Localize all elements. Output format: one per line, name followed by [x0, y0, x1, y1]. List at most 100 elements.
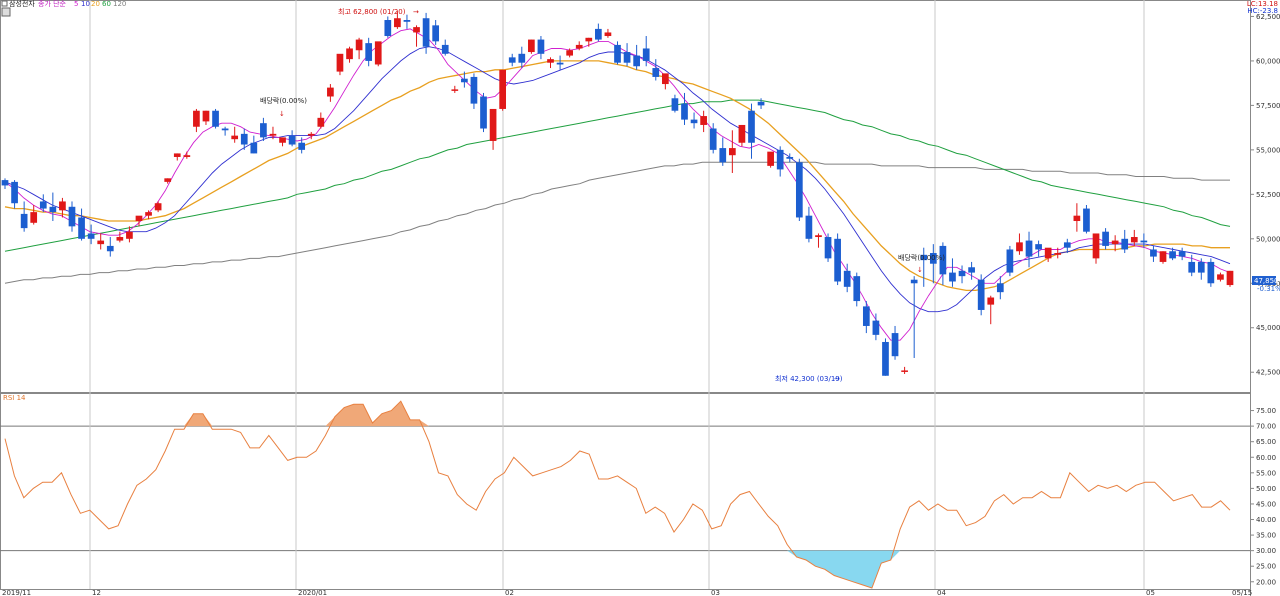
candle-body: [231, 135, 239, 140]
candle-body: [882, 341, 889, 376]
candle-body: [394, 18, 401, 28]
candle-body: [202, 110, 210, 122]
ex-dividend-arrow-icon: ↓: [917, 266, 923, 274]
high-annotation: 최고 62,800 (01/20): [338, 7, 406, 16]
date-label: 02: [505, 589, 514, 596]
rsi-tick-label: 50.00: [1256, 485, 1276, 493]
candle-body: [365, 43, 373, 61]
candle-body: [11, 181, 18, 204]
candle-body: [920, 254, 928, 261]
candle-body: [604, 32, 612, 37]
candle-body: [97, 240, 105, 245]
candle-body: [700, 116, 707, 125]
candle-body: [1102, 231, 1109, 246]
candle-body: [49, 206, 57, 213]
candle-body: [595, 28, 602, 40]
candle-body: [269, 133, 277, 136]
candle-body: [116, 237, 124, 241]
candle-body: [585, 37, 593, 42]
candle-body: [461, 78, 468, 83]
candle-body: [145, 212, 152, 216]
rsi-tick-label: 75.00: [1256, 407, 1276, 415]
candle-body: [728, 148, 736, 156]
candle-body: [193, 110, 200, 127]
candle-body: [623, 52, 631, 63]
candle-body: [154, 203, 162, 211]
ma60-line: [4, 99, 1231, 252]
candle-body: [451, 89, 459, 91]
rsi-tick-label: 45.00: [1256, 500, 1276, 508]
candle-body: [1092, 233, 1100, 259]
candle-body: [39, 201, 47, 209]
candle-body: [499, 69, 507, 109]
rsi-tick-label: 20.00: [1256, 578, 1276, 586]
candle-body: [776, 149, 784, 170]
annotations: 최고 62,800 (01/20) → 최저 42,300 (03/19) → …: [3, 7, 1280, 402]
candle-body: [1150, 249, 1157, 257]
candle-body: [1188, 261, 1196, 273]
candle-body: [1044, 247, 1052, 259]
chart-menu-icon[interactable]: [1, 7, 11, 17]
candle-body: [327, 87, 334, 97]
candle-body: [642, 48, 650, 61]
date-label: 05: [1146, 589, 1155, 596]
candle-body: [757, 101, 765, 106]
candle-body: [518, 53, 526, 63]
candle-body: [786, 156, 794, 159]
candle-body: [862, 306, 870, 326]
candle-body: [288, 135, 296, 145]
candle-body: [662, 73, 669, 85]
candle-body: [748, 110, 755, 143]
candle-body: [422, 18, 430, 47]
candle-body: [843, 270, 851, 287]
candle-body: [413, 27, 420, 33]
date-label: 2019/11: [2, 589, 31, 596]
candle-body: [834, 238, 841, 282]
high-arrow-icon: →: [413, 8, 419, 16]
candle-body: [173, 153, 181, 157]
candle-body: [1169, 251, 1176, 259]
date-label: 03: [711, 589, 720, 596]
rsi-polyline: [4, 400, 1231, 589]
candle-body: [240, 133, 248, 145]
rsi-tick-label: 60.00: [1256, 454, 1276, 462]
candle-body: [307, 133, 315, 136]
candle-body: [1025, 240, 1033, 257]
candle-body: [767, 151, 774, 166]
candle-body: [1197, 261, 1205, 273]
candle-body: [78, 217, 85, 239]
candle-body: [1207, 261, 1215, 284]
ma20-line: [4, 60, 1230, 292]
lc-label: LC:13.18: [1247, 0, 1278, 8]
candle-body: [336, 53, 344, 72]
candle-body: [575, 44, 583, 49]
current-price-change: -0.31%: [1257, 285, 1280, 293]
candle-body: [20, 213, 28, 229]
rsi-label: RSI 14: [3, 394, 26, 402]
candle-body: [815, 235, 822, 238]
candle-body: [59, 201, 66, 211]
ma20-label: 20: [91, 0, 100, 8]
candle-body: [1111, 240, 1119, 245]
low-annotation: 최저 42,300 (03/19): [775, 374, 843, 383]
price-tick-label: 50,000: [1256, 235, 1280, 243]
current-price-badge: [1252, 276, 1276, 285]
candle-body: [126, 231, 133, 239]
ma5-label: 5: [74, 0, 78, 8]
candle-body: [384, 20, 392, 37]
candle-body: [298, 142, 306, 150]
candle-body: [1140, 240, 1148, 243]
candle-body: [441, 44, 449, 54]
candle-body: [260, 123, 267, 138]
candle-body: [221, 128, 229, 131]
date-label: 12: [92, 589, 101, 596]
candle-body: [183, 155, 191, 157]
candle-body: [977, 279, 985, 310]
candle-body: [939, 245, 947, 275]
rsi-tick-label: 30.00: [1256, 547, 1276, 555]
candle-body: [853, 276, 861, 302]
ma-title: 종가 단순: [38, 0, 67, 8]
candle-body: [508, 57, 516, 63]
candle-body: [135, 215, 143, 222]
